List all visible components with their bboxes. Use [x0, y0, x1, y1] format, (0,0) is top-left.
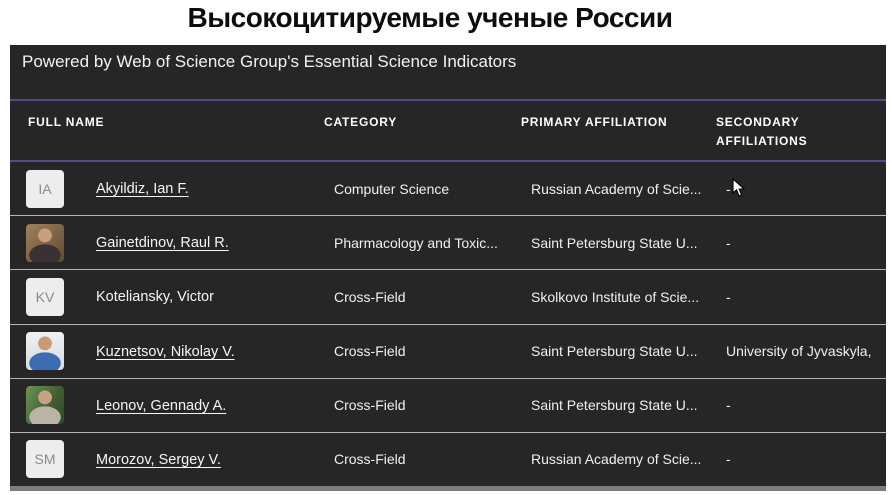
researcher-name-link[interactable]: Morozov, Sergey V. [96, 451, 221, 468]
researcher-avatar: KV [26, 277, 64, 316]
secondary-affiliations-cell: - [726, 451, 731, 468]
scientists-table: Powered by Web of Science Group's Essent… [10, 45, 886, 491]
researcher-name-link[interactable]: Kuznetsov, Nikolay V. [96, 343, 235, 360]
researcher-avatar [26, 332, 64, 371]
table-row: IA Akyildiz, Ian F. Computer Science Rus… [10, 162, 886, 215]
category-cell: Cross-Field [334, 397, 406, 414]
secondary-affiliations-cell: - [726, 397, 731, 414]
researcher-name-link[interactable]: Koteliansky, Victor [96, 289, 214, 306]
primary-affiliation-cell: Russian Academy of Scie... [531, 180, 702, 197]
researcher-avatar [26, 386, 64, 425]
table-powered-by-label: Powered by Web of Science Group's Essent… [10, 45, 886, 101]
secondary-affiliations-cell: - [726, 234, 731, 251]
horizontal-scrollbar[interactable] [10, 486, 886, 491]
primary-affiliation-cell: Saint Petersburg State U... [531, 234, 698, 251]
primary-affiliation-cell: Skolkovo Institute of Scie... [531, 288, 700, 305]
secondary-affiliations-cell: - [726, 288, 731, 305]
researcher-name-link[interactable]: Gainetdinov, Raul R. [96, 235, 229, 252]
secondary-affiliations-cell: University of Jyvaskyla, ... [726, 343, 876, 360]
category-cell: Pharmacology and Toxic... [334, 234, 498, 251]
table-column-headers: FULL NAME CATEGORY PRIMARY AFFILIATION S… [10, 101, 886, 162]
column-header-full-name: FULL NAME [28, 115, 105, 129]
column-header-secondary-affiliations: SECONDARY AFFILIATIONS [716, 115, 808, 149]
table-row: Leonov, Gennady A. Cross-Field Saint Pet… [10, 377, 886, 432]
category-cell: Computer Science [334, 180, 450, 197]
table-row: Gainetdinov, Raul R. Pharmacology and To… [10, 215, 886, 269]
page-title: Высокоцитируемые ученые России [187, 2, 673, 33]
column-header-primary-affiliation: PRIMARY AFFILIATION [521, 115, 668, 129]
table-row: KV Koteliansky, Victor Cross-Field Skolk… [10, 269, 886, 323]
researcher-name-link[interactable]: Akyildiz, Ian F. [96, 181, 189, 198]
table-row: Kuznetsov, Nikolay V. Cross-Field Saint … [10, 323, 886, 378]
category-cell: Cross-Field [334, 288, 406, 305]
researcher-name-link[interactable]: Leonov, Gennady A. [96, 397, 227, 414]
primary-affiliation-cell: Saint Petersburg State U... [531, 343, 698, 360]
researcher-avatar: SM [26, 440, 64, 479]
mouse-cursor-icon [732, 178, 746, 197]
table-body: IA Akyildiz, Ian F. Computer Science Rus… [10, 162, 886, 486]
researcher-avatar [26, 223, 64, 262]
primary-affiliation-cell: Saint Petersburg State U... [531, 397, 698, 414]
table-row: SM Morozov, Sergey V. Cross-Field Russia… [10, 431, 886, 486]
secondary-affiliations-cell: - [726, 180, 731, 197]
column-header-category: CATEGORY [324, 115, 398, 129]
category-cell: Cross-Field [334, 343, 406, 360]
researcher-avatar: IA [26, 169, 64, 208]
category-cell: Cross-Field [334, 451, 406, 468]
primary-affiliation-cell: Russian Academy of Scie... [531, 451, 702, 468]
